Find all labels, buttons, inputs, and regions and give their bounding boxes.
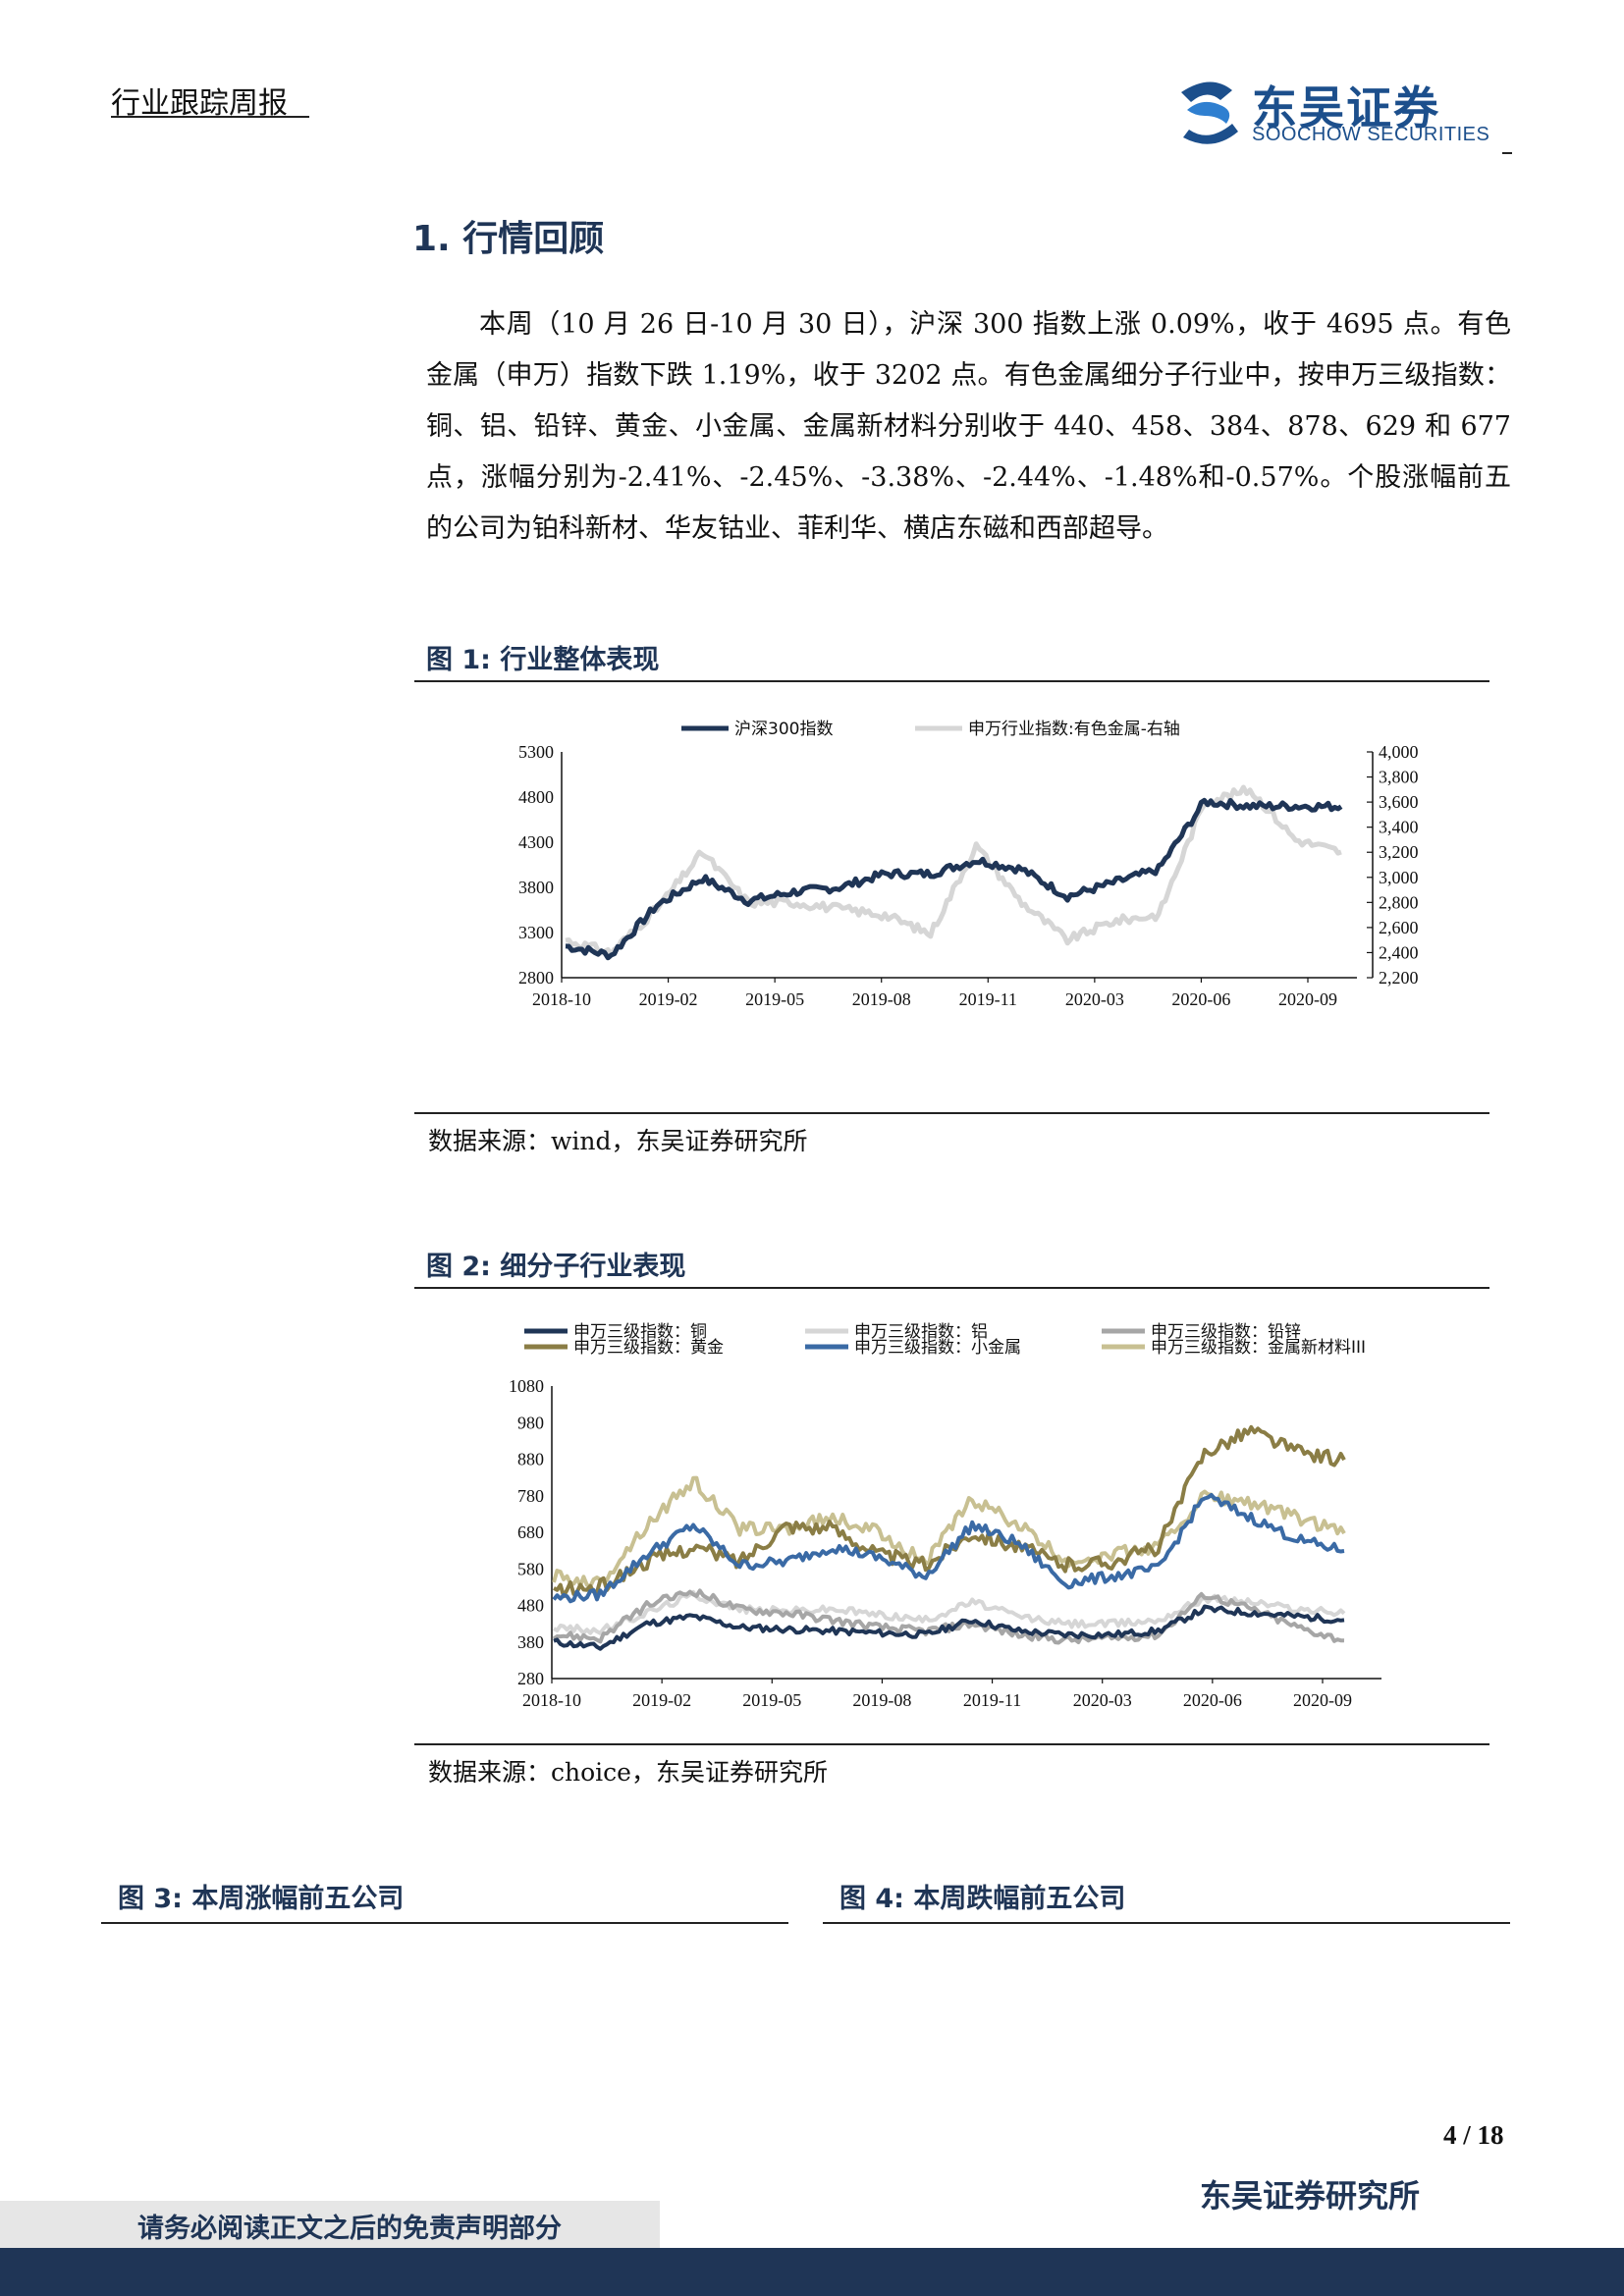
x-tick-label: 2020-06 (1183, 1690, 1242, 1710)
page-number: 4 / 18 (1443, 2120, 1504, 2150)
x-tick-label: 2019-11 (959, 989, 1017, 1009)
y-left-tick-label: 4800 (518, 787, 554, 807)
x-tick-label: 2018-10 (532, 989, 591, 1009)
company-logo: 东吴证券 SOOCHOW SECURITIES (1173, 73, 1507, 151)
footer-institute: 东吴证券研究所 (1200, 2177, 1421, 2215)
figure3-title: 图 3: 本周涨幅前五公司 (118, 1884, 405, 1914)
figure2-series (552, 1424, 1346, 1651)
x-tick-label: 2019-05 (742, 1690, 801, 1710)
y-right-tick-label: 3,000 (1379, 868, 1419, 887)
y-left-tick-label: 3800 (518, 878, 554, 897)
y-tick-label: 880 (517, 1450, 544, 1469)
figure1-title: 图 1: 行业整体表现 (426, 645, 660, 675)
figure2-axes: 280 380 480 580 680 780 880 980 1080 2018-10 2019-… (509, 1376, 1381, 1710)
paragraph-text: 本周（10 月 26 日-10 月 30 日），沪深 300 指数上涨 0.09… (426, 309, 1511, 544)
y-left-tick-label: 4300 (518, 832, 554, 852)
logo-text-cn: 东吴证券 (1252, 81, 1440, 134)
y-tick-label: 1080 (509, 1376, 544, 1396)
logo-text-en: SOOCHOW SECURITIES (1252, 124, 1490, 145)
figure1-source: 数据来源：wind，东吴证券研究所 (428, 1127, 808, 1155)
y-tick-label: 580 (517, 1559, 544, 1578)
y-right-tick-label: 3,800 (1379, 768, 1419, 787)
x-tick-label: 2020-09 (1278, 989, 1337, 1009)
section-title: 1. 行情回顾 (412, 219, 605, 259)
figure1-legend: 沪深300指数 申万行业指数:有色金属-右轴 (681, 720, 1180, 739)
x-tick-label: 2020-09 (1293, 1690, 1352, 1710)
y-right-tick-label: 3,200 (1379, 842, 1419, 862)
legend-label: 申万三级指数：铅锌 (1151, 1322, 1301, 1342)
figure4-rule (823, 1922, 1510, 1924)
y-right-tick-label: 2,800 (1379, 892, 1419, 912)
figure3-rule (101, 1922, 788, 1924)
legend-label: 申万三级指数：小金属 (854, 1338, 1021, 1358)
footer-disclaimer: 请务必阅读正文之后的免责声明部分 (137, 2214, 562, 2244)
figure1-top-rule (414, 680, 1489, 682)
y-right-tick-label: 4,000 (1379, 742, 1419, 762)
x-tick-label: 2019-05 (745, 989, 804, 1009)
y-right-tick-label: 3,600 (1379, 792, 1419, 812)
legend-label-nonferrous: 申万行业指数:有色金属-右轴 (968, 720, 1180, 739)
x-tick-label: 2018-10 (522, 1690, 581, 1710)
logo-mark-icon (1181, 81, 1238, 144)
line-series-3 (553, 1424, 1346, 1599)
y-tick-label: 480 (517, 1596, 544, 1616)
line-series-4 (552, 1493, 1345, 1604)
figure2-top-rule (414, 1287, 1489, 1289)
legend-label: 申万三级指数：铜 (573, 1322, 707, 1342)
y-left-tick-label: 5300 (518, 742, 554, 762)
x-tick-label: 2019-11 (963, 1690, 1021, 1710)
y-tick-label: 280 (517, 1669, 544, 1688)
footer-bar (0, 2248, 1624, 2296)
legend-label: 申万三级指数：铝 (854, 1322, 988, 1342)
figure2-title: 图 2: 细分子行业表现 (426, 1252, 686, 1282)
x-tick-label: 2020-06 (1171, 989, 1230, 1009)
legend-label-hs300: 沪深300指数 (734, 720, 833, 739)
figure1-axes: 2800 3300 3800 4300 4800 5300 2,200 2,400 2,600 2… (518, 742, 1419, 1009)
y-right-tick-label: 3,400 (1379, 818, 1419, 837)
y-tick-label: 380 (517, 1632, 544, 1652)
figure1-chart: 沪深300指数 申万行业指数:有色金属-右轴 2800 3300 3800 4300 4… (518, 720, 1419, 1009)
figure1-bottom-rule (414, 1112, 1489, 1114)
line-series-0 (553, 1604, 1345, 1651)
line-series-2 (552, 1588, 1345, 1645)
y-tick-label: 680 (517, 1522, 544, 1542)
figure2-source: 数据来源：choice，东吴证券研究所 (428, 1758, 828, 1787)
y-left-tick-label: 3300 (518, 923, 554, 942)
line-series-0 (565, 797, 1343, 961)
figure1-series (565, 784, 1343, 961)
x-tick-label: 2020-03 (1073, 1690, 1132, 1710)
figure4-title: 图 4: 本周跌幅前五公司 (839, 1884, 1126, 1914)
x-tick-label: 2019-08 (852, 989, 911, 1009)
legend-label: 申万三级指数：金属新材料III (1151, 1338, 1366, 1358)
legend-label: 申万三级指数：黄金 (573, 1338, 724, 1358)
x-tick-label: 2019-02 (639, 989, 698, 1009)
x-tick-label: 2020-03 (1065, 989, 1124, 1009)
y-right-tick-label: 2,200 (1379, 968, 1419, 988)
y-tick-label: 980 (517, 1413, 544, 1432)
figure2-bottom-rule (414, 1743, 1489, 1745)
y-left-tick-label: 2800 (518, 968, 554, 988)
header-underline (111, 116, 309, 118)
footer-disclaimer-band (0, 2201, 660, 2248)
x-tick-label: 2019-02 (632, 1690, 691, 1710)
report-type-title: 行业跟踪周报 (111, 86, 288, 121)
y-tick-label: 780 (517, 1486, 544, 1506)
market-review-paragraph: 本周（10 月 26 日-10 月 30 日），沪深 300 指数上涨 0.09… (426, 299, 1511, 555)
header-tick (1502, 152, 1512, 154)
y-right-tick-label: 2,600 (1379, 918, 1419, 937)
line-series-5 (552, 1475, 1346, 1589)
x-tick-label: 2019-08 (852, 1690, 911, 1710)
y-right-tick-label: 2,400 (1379, 942, 1419, 962)
